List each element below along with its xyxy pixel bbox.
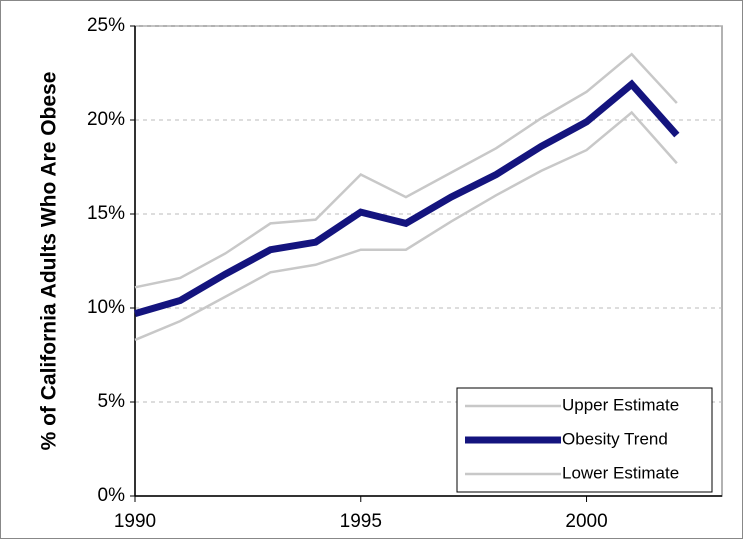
legend-label: Lower Estimate xyxy=(562,463,679,482)
legend-label: Obesity Trend xyxy=(562,429,668,448)
series-line xyxy=(134,79,680,318)
y-tick-label: 0% xyxy=(98,485,126,506)
x-tick-label: 1990 xyxy=(114,511,156,532)
series-line xyxy=(134,52,678,289)
legend-label: Upper Estimate xyxy=(562,395,679,414)
x-tick-label: 2000 xyxy=(565,511,607,532)
x-tick-label: 1995 xyxy=(340,511,382,532)
y-axis-label: % of California Adults Who Are Obese xyxy=(38,72,61,451)
y-tick-label: 20% xyxy=(87,109,125,130)
y-tick-label: 10% xyxy=(87,297,125,318)
y-tick-label: 15% xyxy=(87,203,125,224)
y-tick-label: 5% xyxy=(98,391,126,412)
series-line xyxy=(134,110,678,342)
y-tick-label: 25% xyxy=(87,15,125,36)
